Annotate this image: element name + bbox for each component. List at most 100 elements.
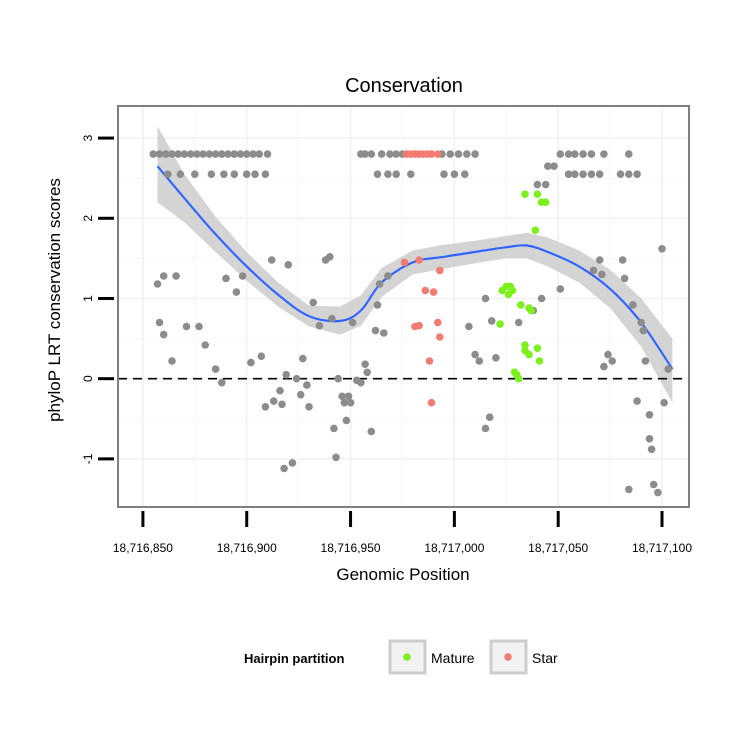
point-other	[330, 424, 338, 433]
point-other	[249, 150, 257, 158]
point-other	[633, 397, 641, 405]
point-other	[647, 445, 656, 454]
point-other	[155, 318, 164, 327]
point-other	[357, 378, 365, 387]
point-other	[242, 170, 251, 178]
point-other	[303, 381, 311, 389]
point-mature	[531, 226, 540, 235]
point-other	[218, 378, 226, 387]
point-other	[485, 413, 494, 422]
point-other	[257, 352, 266, 361]
point-other	[450, 170, 459, 178]
point-other	[392, 170, 401, 178]
point-other	[334, 374, 342, 383]
y-tick-label: 1	[81, 295, 95, 302]
point-other	[149, 150, 158, 158]
point-other	[579, 150, 587, 158]
point-other	[238, 272, 247, 280]
point-other	[371, 326, 380, 335]
point-other	[598, 270, 606, 279]
legend-key-mature	[388, 639, 427, 675]
point-other	[533, 180, 542, 189]
point-other	[616, 170, 625, 178]
smooth-trend-line	[156, 165, 674, 370]
point-mature	[521, 341, 529, 349]
point-other	[292, 374, 301, 383]
point-other	[269, 397, 278, 405]
x-tick-label: 18,716,950	[321, 541, 381, 555]
point-other	[492, 354, 500, 362]
point-other	[373, 301, 382, 309]
point-other	[618, 256, 627, 264]
y-tick-label: -1	[81, 453, 95, 464]
x-tick-label: 18,717,000	[424, 541, 484, 555]
point-other	[340, 398, 349, 407]
y-axis: -1 0 1 2 3	[81, 134, 114, 464]
point-mature	[527, 306, 535, 315]
point-other	[608, 357, 616, 365]
point-other	[186, 150, 195, 158]
point-other	[315, 321, 324, 330]
point-other	[481, 424, 490, 433]
point-other	[363, 368, 372, 377]
grid-lines	[118, 106, 689, 507]
point-star	[415, 256, 423, 264]
point-other	[463, 150, 471, 158]
plot-panel-border	[117, 105, 690, 508]
point-other	[288, 459, 297, 467]
point-other	[280, 464, 288, 473]
point-other	[211, 150, 220, 158]
point-other	[328, 314, 336, 323]
point-other	[205, 150, 214, 158]
point-other	[251, 170, 259, 178]
point-other	[242, 150, 251, 158]
point-other	[361, 360, 369, 369]
point-other	[218, 150, 226, 158]
point-other	[159, 330, 168, 339]
point-other	[168, 357, 176, 365]
point-other	[195, 322, 203, 331]
legend: Hairpin partition Mature Star	[244, 639, 558, 675]
point-other	[571, 150, 579, 158]
point-other	[571, 170, 579, 178]
point-other	[654, 488, 662, 497]
point-other	[373, 170, 382, 178]
point-other	[305, 403, 313, 411]
point-other	[247, 358, 255, 367]
point-mature	[496, 320, 504, 328]
point-mature	[521, 190, 529, 198]
point-mature	[517, 301, 525, 309]
point-other	[595, 256, 604, 264]
point-mature	[533, 190, 542, 198]
point-other	[199, 150, 207, 158]
point-other	[645, 411, 654, 419]
point-other	[348, 318, 357, 327]
point-other	[392, 150, 401, 158]
point-star	[400, 258, 409, 267]
point-other	[367, 427, 376, 436]
point-other	[514, 318, 523, 327]
point-other	[637, 318, 645, 327]
point-other	[595, 170, 604, 178]
point-other	[230, 170, 239, 178]
point-other	[589, 266, 598, 275]
point-other	[407, 170, 415, 178]
point-other	[207, 170, 216, 178]
point-other	[276, 386, 284, 395]
point-other	[537, 294, 546, 303]
point-other	[587, 170, 596, 178]
legend-key-star	[489, 639, 528, 675]
point-other	[375, 280, 384, 288]
point-other	[220, 170, 228, 178]
point-other	[600, 362, 608, 371]
point-other	[267, 256, 276, 264]
point-other	[645, 435, 654, 443]
point-other	[230, 150, 239, 158]
point-other	[587, 150, 596, 158]
point-other	[380, 329, 388, 337]
point-other	[263, 150, 272, 158]
point-other	[564, 170, 573, 178]
point-other	[176, 170, 185, 178]
point-mature	[514, 374, 523, 383]
